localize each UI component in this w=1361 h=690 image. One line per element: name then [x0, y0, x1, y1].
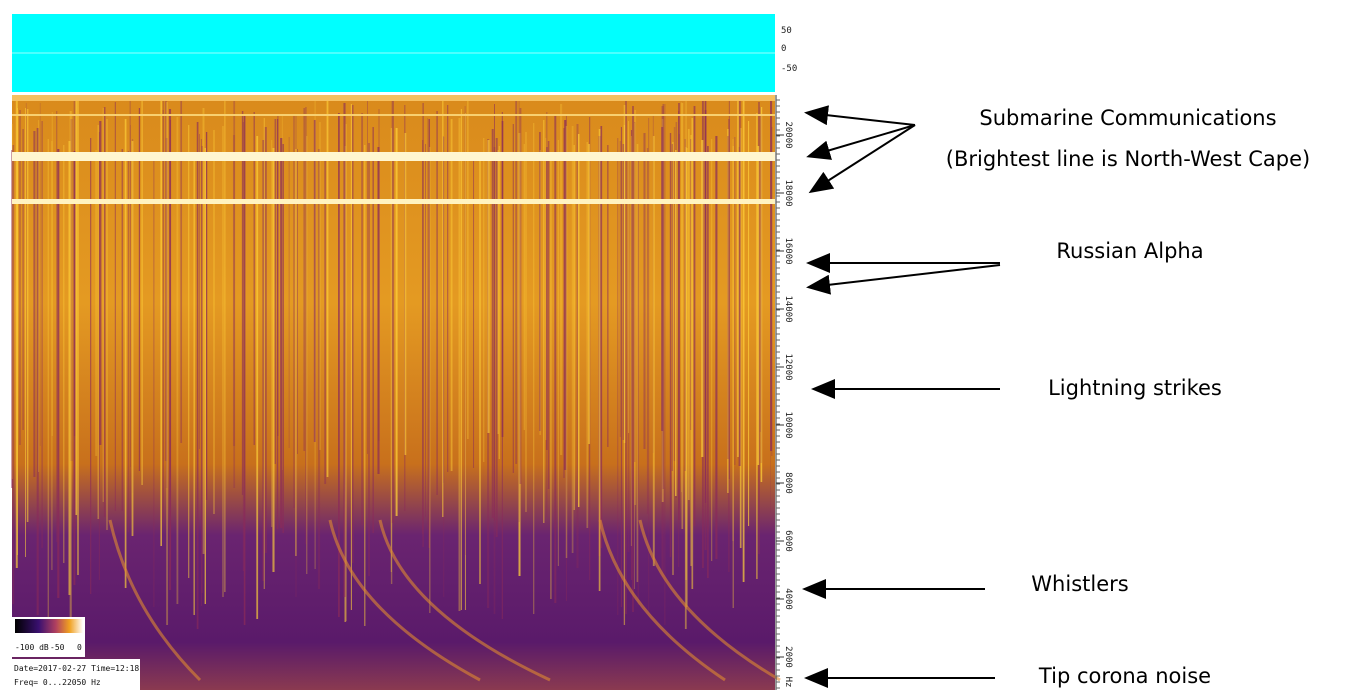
- arrow: [806, 124, 916, 160]
- bright-line: [12, 152, 775, 161]
- freq-label: 8000: [783, 472, 793, 494]
- whistler: [638, 519, 781, 682]
- freq-label: 20000: [783, 121, 793, 148]
- whistler: [108, 519, 202, 682]
- freq-label: 4000: [783, 588, 793, 610]
- annotation: Tip corona noise: [1038, 664, 1211, 688]
- freq-label: 2000: [783, 646, 793, 668]
- spectrogram: [11, 95, 781, 690]
- freq-label: 14000: [783, 295, 793, 322]
- whistler: [328, 519, 481, 682]
- axis: 20000 18000 16000 14000 12000 10000 8000 6000 40…: [776, 99, 793, 689]
- level-label: 50: [781, 26, 792, 36]
- freq-label: 10000: [783, 411, 793, 438]
- colorbar-label: -100 dB: [15, 643, 49, 652]
- info-text: Freq= 0...22050 Hz: [14, 678, 101, 687]
- annotation: Whistlers: [1031, 572, 1128, 596]
- level-label: 0: [781, 44, 786, 54]
- bright-line: [12, 199, 775, 204]
- arrow: [806, 264, 1001, 295]
- colorbar: [15, 619, 83, 633]
- freq-label: 6000: [783, 530, 793, 552]
- colorbar-label: 0: [77, 643, 82, 652]
- info-text: Date=2017-02-27 Time=12:18: [14, 664, 139, 673]
- colorbar-label: -50: [50, 643, 65, 652]
- vlf-line: [12, 114, 775, 116]
- strip-gap: [12, 92, 775, 95]
- annotation: Submarine Communications: [979, 106, 1276, 130]
- arrow: [808, 124, 916, 194]
- freq-label: 18000: [783, 179, 793, 206]
- annotation: Russian Alpha: [1056, 239, 1203, 263]
- freq-label: 16000: [783, 237, 793, 264]
- level-label: -50: [781, 64, 797, 74]
- whistler: [598, 519, 726, 682]
- arrow: [804, 105, 916, 126]
- whistler: [378, 519, 551, 682]
- freq-unit: Hz: [783, 677, 793, 688]
- top-band: [12, 95, 775, 101]
- annotation: Lightning strikes: [1048, 376, 1222, 400]
- freq-label: 12000: [783, 353, 793, 380]
- annotation: (Brightest line is North-West Cape): [946, 147, 1310, 171]
- info-box: [12, 659, 140, 690]
